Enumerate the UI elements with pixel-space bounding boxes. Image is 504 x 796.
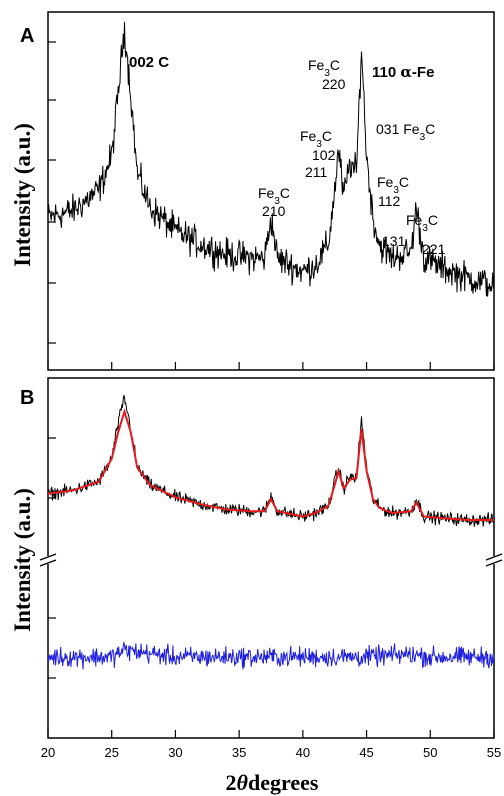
panel-b-observed-pattern — [47, 394, 495, 527]
x-tick-label: 40 — [296, 745, 310, 760]
annotation-fe3c-221: Fe3C — [406, 212, 438, 234]
panel-a-frame — [47, 11, 495, 371]
annotation-110-alpha-fe: 110 α-Fe — [372, 63, 434, 81]
x-tick-label: 20 — [41, 745, 55, 760]
panel-b-y-axis-title: Intensity (a.u.) — [10, 488, 35, 632]
annotation-fe3c-210: Fe3C — [258, 185, 290, 207]
panel-b: B — [20, 377, 503, 739]
x-axis-title: 2θdegrees — [226, 770, 319, 795]
panel-a-xrd-pattern — [47, 21, 495, 297]
axis-break-right — [485, 553, 503, 567]
panel-a-y-ticks — [48, 41, 56, 344]
annotation-002-c: 002 C — [129, 54, 169, 71]
panel-b-fitted-curve — [47, 407, 494, 521]
annotation-112: 112 — [378, 193, 401, 209]
annotation-211: 211 — [305, 164, 328, 180]
panel-b-frame — [47, 377, 495, 739]
x-tick-label: 45 — [359, 745, 373, 760]
annotation-fe3c-220: Fe3C — [308, 57, 340, 79]
annotation-131: 131 — [382, 233, 406, 249]
annotation-220: 220 — [322, 76, 346, 92]
annotation-fe3c-112: Fe3C — [377, 174, 409, 196]
x-tick-labels: 20 25 30 35 40 45 50 55 — [41, 745, 501, 760]
annotation-210: 210 — [262, 203, 286, 219]
panel-a-y-axis-title: Intensity (a.u.) — [10, 123, 35, 267]
panel-b-difference-curve — [47, 641, 495, 670]
panel-a: A 002 C Fe3C 210 Fe3C 102 211 Fe3C 220 1… — [20, 11, 495, 371]
x-tick-label: 50 — [423, 745, 437, 760]
x-tick-label: 30 — [168, 745, 182, 760]
panel-b-letter: B — [20, 387, 34, 409]
x-tick-label: 55 — [487, 745, 501, 760]
annotation-102: 102 — [312, 147, 336, 163]
annotation-fe3c-102: Fe3C — [300, 128, 332, 150]
axis-break-left — [39, 553, 57, 567]
panel-a-letter: A — [20, 25, 34, 47]
x-tick-label: 25 — [104, 745, 118, 760]
x-tick-label: 35 — [232, 745, 246, 760]
panel-b-x-ticks — [47, 730, 495, 738]
panel-a-x-ticks — [47, 362, 495, 370]
annotation-221: 221 — [422, 241, 446, 257]
annotation-031-fe3c: 031 Fe3C — [376, 121, 435, 143]
